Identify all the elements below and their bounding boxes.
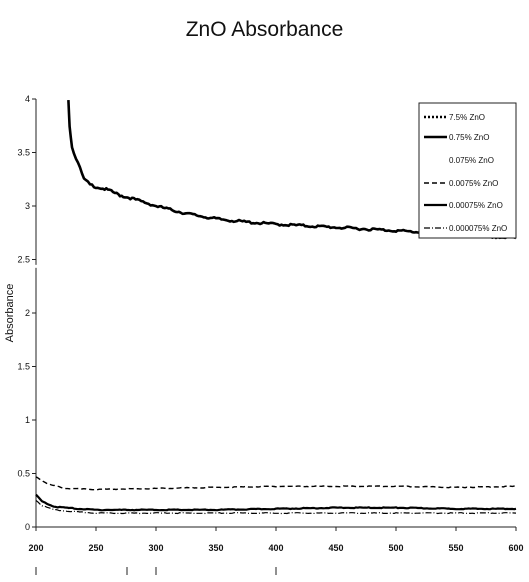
- y-tick-label: 3.5: [17, 148, 30, 158]
- bottom-marks: [34, 264, 277, 575]
- x-tick-label: 200: [28, 543, 43, 553]
- series-line: [35, 499, 517, 515]
- y-tick-label: 1: [25, 415, 30, 425]
- x-tick-label: 550: [448, 543, 463, 553]
- x-tick-label: 350: [208, 543, 223, 553]
- x-tick-label: 250: [88, 543, 103, 553]
- chart-title: ZnO Absorbance: [185, 18, 344, 41]
- legend-label: 0.75% ZnO: [449, 133, 489, 142]
- legend-label: 0.075% ZnO: [449, 156, 494, 165]
- x-tick-label: 300: [148, 543, 163, 553]
- legend: 7.5% ZnO 0.75% ZnO 0.075% ZnO 0.0075% ZnO 0.…: [418, 102, 517, 239]
- y-tick-label: 0.5: [17, 469, 30, 479]
- y-tick-label: 0: [25, 522, 30, 532]
- x-tick-label: 400: [268, 543, 283, 553]
- y-axis-label: Absorbance: [4, 284, 16, 343]
- legend-label: 0.00075% ZnO: [449, 201, 503, 210]
- y-tick-label: 1.5: [17, 362, 30, 372]
- series-line: [35, 476, 517, 491]
- legend-box: [418, 102, 517, 239]
- axes: 0 0.5 1 1.5 2 2.5 3 3.5 4 200 250 300 350 400 450 500 55…: [4, 94, 524, 553]
- series-line: [35, 493, 517, 512]
- y-tick-label: 2.5: [17, 255, 30, 265]
- x-tick-label: 600: [508, 543, 523, 553]
- y-tick-label: 4: [25, 94, 30, 104]
- x-tick-label: 450: [328, 543, 343, 553]
- legend-label: 0.000075% ZnO: [449, 224, 507, 233]
- x-tick-label: 500: [388, 543, 403, 553]
- legend-label: 7.5% ZnO: [449, 113, 485, 122]
- y-tick-label: 3: [25, 201, 30, 211]
- y-tick-label: 2: [25, 308, 30, 318]
- legend-label: 0.0075% ZnO: [449, 179, 498, 188]
- axis-break: [34, 264, 38, 268]
